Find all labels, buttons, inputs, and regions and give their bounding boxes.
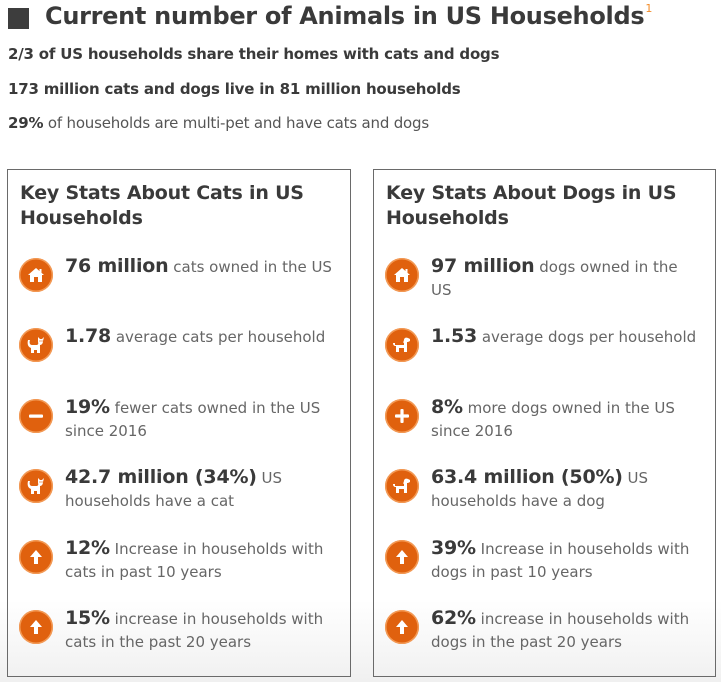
footnote-link[interactable]: 1 — [645, 2, 653, 15]
stat-text: 19% fewer cats owned in the US since 201… — [65, 396, 335, 443]
dogs-stat-item: 1.53 average dogs per household — [385, 325, 705, 375]
stat-description: US households have a dog — [431, 469, 649, 510]
stat-value: 42.7 million (34%) — [65, 466, 257, 488]
page-title: Current number of Animals in US Househol… — [45, 2, 652, 30]
stat-text: 42.7 million (34%) US households have a … — [65, 466, 335, 513]
stat-value: 76 million — [65, 255, 169, 277]
cat-icon — [19, 328, 53, 362]
stat-value: 1.53 — [431, 325, 478, 347]
cats-stats-panel: Key Stats About Cats in US Households 76… — [7, 169, 351, 677]
dog-icon — [385, 328, 419, 362]
page-title-text: Current number of Animals in US Househol… — [45, 2, 645, 30]
home-icon — [19, 258, 53, 292]
stat-value: 12% — [65, 537, 110, 559]
stat-text: 63.4 million (50%) US households have a … — [431, 466, 701, 513]
stat-text: 8% more dogs owned in the US since 2016 — [431, 396, 701, 443]
stat-value: 62% — [431, 607, 476, 629]
page-header: Current number of Animals in US Househol… — [8, 2, 652, 30]
stat-value: 63.4 million (50%) — [431, 466, 623, 488]
stat-description: US households have a cat — [65, 469, 283, 510]
stat-value: 39% — [431, 537, 476, 559]
dogs-stat-item: 63.4 million (50%) US households have a … — [385, 466, 705, 516]
stat-description: dogs owned in the US — [431, 258, 678, 299]
stat-description: Increase in households with dogs in past… — [431, 540, 690, 581]
stat-description: average dogs per household — [477, 328, 697, 346]
stat-value: 8% — [431, 396, 463, 418]
dogs-stat-item: 8% more dogs owned in the US since 2016 — [385, 396, 705, 446]
cats-stat-item: 15% increase in households with cats in … — [19, 607, 339, 657]
stat-value: 19% — [65, 396, 110, 418]
intro-line-1-text: 2/3 of US households share their homes w… — [8, 45, 500, 63]
cats-stat-item: 76 million cats owned in the US — [19, 255, 339, 305]
stat-text: 39% Increase in households with dogs in … — [431, 537, 701, 584]
cats-stat-item: 19% fewer cats owned in the US since 201… — [19, 396, 339, 446]
stat-text: 15% increase in households with cats in … — [65, 607, 335, 654]
intro-line-2: 173 million cats and dogs live in 81 mil… — [8, 80, 461, 98]
intro-line-3-text: of households are multi-pet and have cat… — [43, 114, 429, 132]
stat-description: increase in households with dogs in the … — [431, 610, 690, 651]
stat-value: 15% — [65, 607, 110, 629]
stat-value: 1.78 — [65, 325, 112, 347]
dogs-panel-title: Key Stats About Dogs in US Households — [386, 182, 677, 229]
cats-stat-item: 1.78 average cats per household — [19, 325, 339, 375]
arrow-up-icon — [385, 540, 419, 574]
title-square-icon — [8, 7, 29, 29]
dogs-stat-item: 97 million dogs owned in the US — [385, 255, 705, 305]
stat-description: Increase in households with cats in past… — [65, 540, 324, 581]
plus-icon — [385, 399, 419, 433]
stat-description: increase in households with cats in the … — [65, 610, 324, 651]
dogs-stats-panel: Key Stats About Dogs in US Households 97… — [373, 169, 716, 677]
stat-description: fewer cats owned in the US since 2016 — [65, 399, 321, 440]
arrow-up-icon — [19, 610, 53, 644]
intro-line-2-text: 173 million cats and dogs live in 81 mil… — [8, 80, 461, 98]
intro-line-3-highlight: 29% — [8, 114, 44, 132]
stat-text: 62% increase in households with dogs in … — [431, 607, 701, 654]
arrow-up-icon — [19, 540, 53, 574]
cats-panel-title: Key Stats About Cats in US Households — [20, 182, 304, 229]
stat-text: 1.53 average dogs per household — [431, 325, 701, 349]
home-icon — [385, 258, 419, 292]
stat-text: 12% Increase in households with cats in … — [65, 537, 335, 584]
dogs-stat-item: 39% Increase in households with dogs in … — [385, 537, 705, 587]
stat-description: average cats per household — [111, 328, 326, 346]
stat-value: 97 million — [431, 255, 535, 277]
stat-text: 76 million cats owned in the US — [65, 255, 335, 279]
stat-text: 1.78 average cats per household — [65, 325, 335, 349]
dogs-stat-item: 62% increase in households with dogs in … — [385, 607, 705, 657]
dog-icon — [385, 469, 419, 503]
stat-description: cats owned in the US — [168, 258, 332, 276]
cat-icon — [19, 469, 53, 503]
cats-stat-item: 42.7 million (34%) US households have a … — [19, 466, 339, 516]
cats-stat-item: 12% Increase in households with cats in … — [19, 537, 339, 587]
arrow-up-icon — [385, 610, 419, 644]
stat-text: 97 million dogs owned in the US — [431, 255, 701, 302]
minus-icon — [19, 399, 53, 433]
intro-line-3: 29% of households are multi-pet and have… — [8, 114, 429, 132]
stat-description: more dogs owned in the US since 2016 — [431, 399, 675, 440]
intro-line-1: 2/3 of US households share their homes w… — [8, 45, 500, 63]
